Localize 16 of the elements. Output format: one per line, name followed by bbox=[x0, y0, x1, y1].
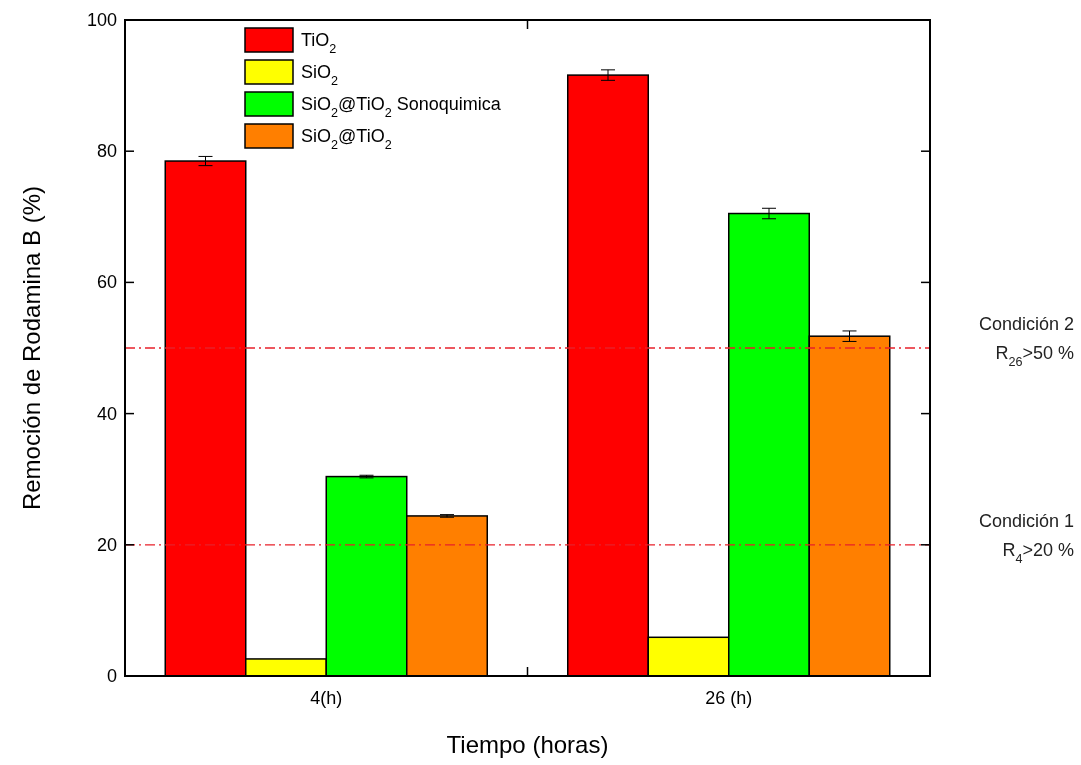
y-axis-title: Remoción de Rodamina B (%) bbox=[18, 185, 45, 511]
legend-label: TiO$_{2}$ bbox=[301, 30, 337, 56]
y-tick-label: 60 bbox=[96, 272, 117, 293]
ref-line-label: Condición 1 R$_{4}$>20 % bbox=[978, 510, 1074, 566]
x-tick-label: 4(h) bbox=[310, 688, 343, 708]
x-axis-title: Tiempo (horas) bbox=[446, 731, 609, 758]
y-tick-label: 80 bbox=[96, 141, 117, 162]
y-tick-label: 20 bbox=[96, 534, 117, 555]
y-tick-label: 0 bbox=[106, 666, 117, 686]
legend-label: SiO$_{2}$@TiO$_{2}$ bbox=[301, 126, 392, 152]
x-tick-label: 26 (h) bbox=[705, 688, 753, 708]
y-tick-label: 40 bbox=[96, 403, 117, 424]
legend-label: SiO$_{2}$ bbox=[301, 62, 339, 88]
y-tick-label: 100 bbox=[86, 10, 117, 30]
legend-label: SiO$_{2}$@TiO$_{2}$ Sonoquimica bbox=[301, 94, 502, 120]
ref-line-label: Condición 2 R$_{26}$>50 % bbox=[978, 314, 1074, 369]
